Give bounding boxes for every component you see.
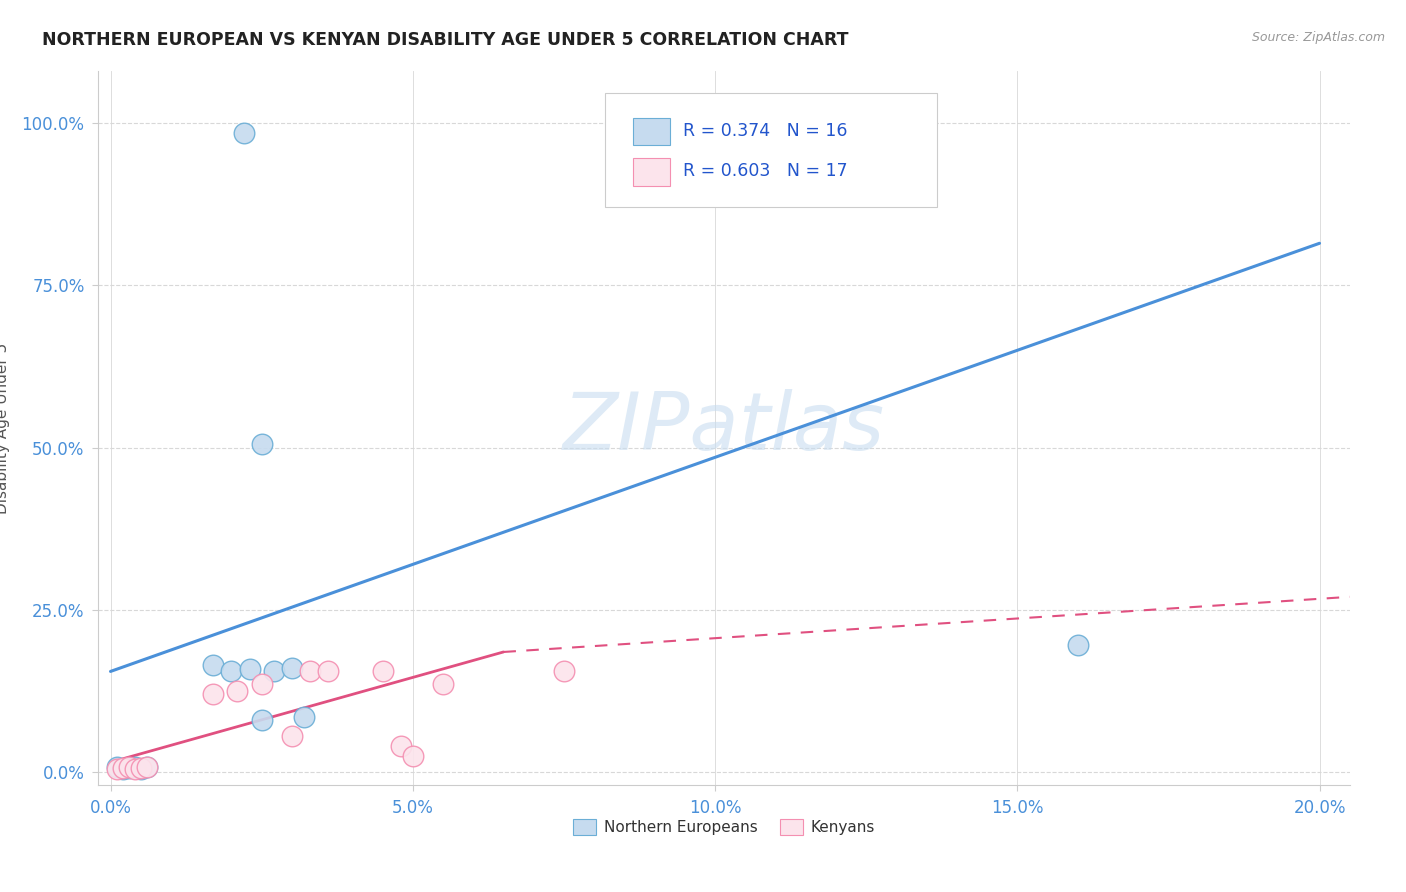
Point [105,762,128,776]
Point [117,761,139,775]
Point [298,665,321,679]
FancyBboxPatch shape [605,93,936,207]
Point [124,760,146,774]
Bar [633,118,671,145]
Point [263,665,285,679]
Point [402,748,425,763]
Point [129,761,152,775]
Point [124,762,146,776]
Legend: Northern Europeans, Kenyans: Northern Europeans, Kenyans [567,814,882,841]
Point [281,729,304,743]
Point [111,762,134,776]
Point [281,661,304,675]
Point [250,677,273,691]
Point [250,713,273,727]
Point [553,665,575,679]
Point [202,687,225,701]
Bar [633,159,671,186]
Text: ZIPatlas: ZIPatlas [562,389,886,467]
Point [111,761,134,775]
Point [105,760,128,774]
Point [232,126,254,140]
Point [221,665,243,679]
Point [250,437,273,451]
Point [389,739,412,753]
Point [316,665,339,679]
Text: R = 0.603   N = 17: R = 0.603 N = 17 [683,162,848,180]
Point [292,710,315,724]
Point [371,665,394,679]
Point [226,684,249,698]
Point [129,762,152,776]
Text: NORTHERN EUROPEAN VS KENYAN DISABILITY AGE UNDER 5 CORRELATION CHART: NORTHERN EUROPEAN VS KENYAN DISABILITY A… [42,31,849,49]
Text: Source: ZipAtlas.com: Source: ZipAtlas.com [1251,31,1385,45]
Point [202,657,225,672]
Point [135,760,157,774]
Y-axis label: Disability Age Under 5: Disability Age Under 5 [0,343,10,514]
Point [432,677,454,691]
Text: R = 0.374   N = 16: R = 0.374 N = 16 [683,121,848,139]
Point [1067,639,1090,653]
Point [135,760,157,774]
Point [117,760,139,774]
Point [238,663,260,677]
